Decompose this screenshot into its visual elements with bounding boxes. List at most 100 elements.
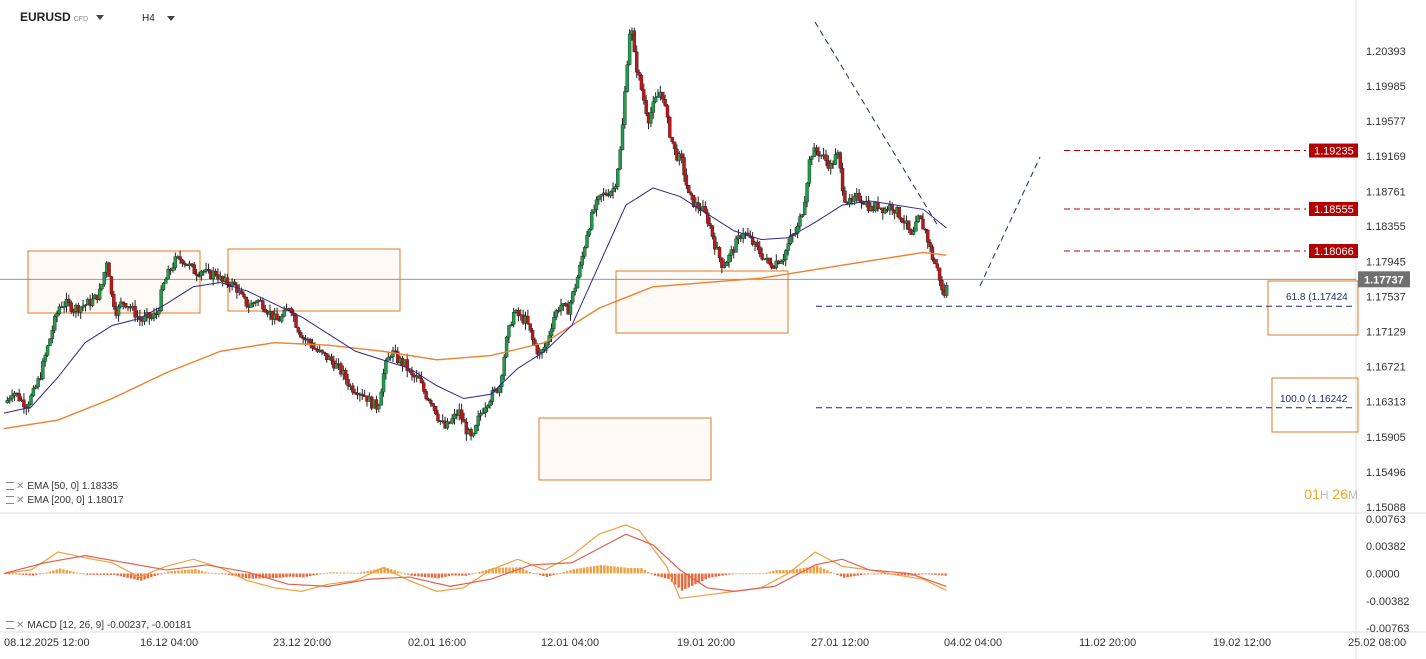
macd-histogram-bar [599,564,603,574]
candle-body [724,262,729,266]
macd-histogram-bar [528,571,532,574]
macd-histogram-bar [677,573,680,588]
candle-body [374,399,379,410]
candle-body [632,30,637,53]
macd-histogram-bar [701,573,704,581]
macd-histogram-bar [393,570,396,574]
macd-histogram-bar [248,573,251,579]
candle-body [353,392,357,394]
macd-histogram-bar [298,573,302,578]
macd-histogram-bar [153,573,156,576]
candle-body [166,268,170,280]
macd-histogram-bar [873,573,876,575]
chevron-down-icon [166,15,175,21]
candle-body [308,339,312,344]
candle-body [620,124,625,150]
macd-histogram-bar [866,573,870,575]
ema50-legend[interactable]: ✕ EMA [50, 0] 1.18335 [6,481,118,492]
candle-body [590,211,594,230]
macd-histogram-bar [812,566,816,574]
candle-body [604,192,608,196]
macd-histogram-bar [680,573,684,591]
candle-body [542,346,547,350]
macd-legend[interactable]: ✕ MACD [12, 26, 9] -0.00237, -0.00181 [6,620,191,631]
symbol-label: EURUSD [20,10,71,24]
close-icon[interactable]: ✕ [16,495,25,506]
candle-body [263,308,267,313]
candle-body [69,302,73,312]
macd-histogram-bar [548,573,552,576]
macd-histogram-bar [711,573,714,578]
macd-histogram-bar [900,573,903,576]
menu-icon[interactable] [6,496,14,505]
macd-histogram-bar [221,573,224,575]
candle-body [83,304,88,307]
candle-body [261,300,265,310]
candle-body [313,347,317,350]
macd-histogram-bar [525,570,528,574]
macd-histogram-bar [741,573,745,575]
macd-histogram-bar [555,573,559,575]
candle-body [388,356,393,358]
candle-body [781,259,786,262]
macd-histogram-bar [934,573,937,575]
macd-histogram-bar [31,573,35,576]
candle-body [661,91,665,100]
candle-body [294,315,298,328]
candle-body [528,323,532,331]
candle-body [429,400,433,404]
macd-histogram-bar [579,568,582,574]
candle-body [71,311,76,313]
candle-body [784,250,788,261]
macd-histogram-bar [309,573,312,577]
candle-body [575,276,580,289]
macd-histogram-bar [69,570,72,574]
close-icon[interactable]: ✕ [16,620,25,631]
timeframe-selector[interactable]: H4 [142,13,175,24]
macd-histogram-bar [4,573,8,575]
macd-histogram-bar [603,565,606,574]
candle-body [81,305,85,308]
macd-histogram-bar [315,573,319,575]
ema200-value: 1.18017 [87,495,124,506]
candle-body [157,310,161,315]
candle-body [798,216,802,227]
macd-tick-label: 0.00382 [1366,541,1406,553]
fib-label: 61.8 (1.17424 [1286,292,1348,303]
macd-histogram-bar [565,571,569,574]
timer-hours: 01 [1304,486,1320,502]
candle-body [722,265,726,268]
candle-body [594,199,599,210]
close-icon[interactable]: ✕ [16,481,25,492]
macd-histogram-bar [21,573,25,575]
macd-histogram-bar [89,573,92,575]
macd-histogram-bar [930,573,934,575]
macd-histogram-bar [434,573,437,579]
macd-histogram-bar [85,573,89,575]
macd-histogram-bar [822,568,826,574]
ema200-legend[interactable]: ✕ EMA [200, 0] 1.18017 [6,495,124,506]
macd-histogram-bar [356,572,359,574]
macd-histogram-bar [28,573,31,576]
candle-body [417,375,421,379]
ema50-value: 1.18335 [81,481,119,492]
macd-histogram-bar [352,572,356,574]
macd-histogram-bar [532,573,535,575]
macd-histogram-bar [41,573,45,575]
candle-body [433,405,438,415]
candle-body [582,247,587,257]
menu-icon[interactable] [6,621,14,630]
candle-body [164,279,168,284]
macd-histogram-bar [238,573,241,577]
symbol-selector[interactable]: EURUSD CFD [20,10,105,24]
macd-histogram-bar [542,573,545,577]
candle-body [22,399,26,408]
macd-histogram-bar [653,573,657,576]
macd-histogram-bar [319,573,322,575]
macd-histogram-bar [231,573,234,576]
level-label: 1.18555 [1314,204,1354,216]
macd-histogram-bar [778,570,782,574]
candle-body [244,296,249,307]
menu-icon[interactable] [6,482,14,491]
